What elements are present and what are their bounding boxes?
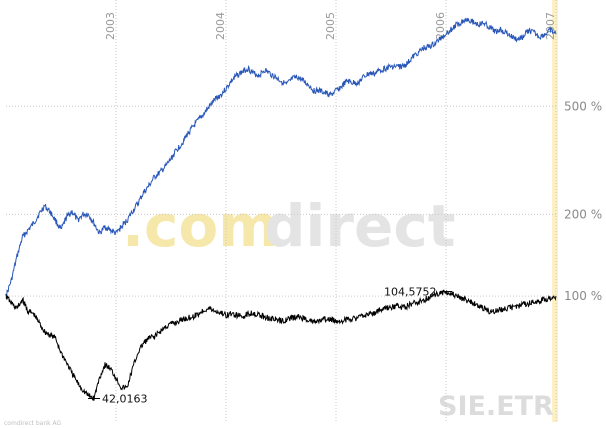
x-tick-label: 2005 [324, 12, 337, 40]
watermark-brand-com: .com [122, 192, 279, 260]
watermark-brand-direct: direct [264, 192, 455, 260]
y-axis-ticks: 100 % 200 % 500 % [564, 99, 602, 303]
x-axis-ticks: 2003 2004 2005 2006 2007 [104, 12, 557, 40]
grid-lines [6, 0, 557, 422]
watermark: .com direct [122, 192, 455, 260]
x-tick-label: 2003 [104, 12, 117, 40]
min-value-label: 42,0163 [102, 392, 148, 405]
series-line-1 [5, 289, 557, 402]
max-value-label: 104,5752 [384, 286, 437, 299]
x-tick-label: 2006 [434, 12, 447, 40]
x-tick-label: 2004 [214, 12, 227, 40]
x-tick-label: 2007 [544, 12, 557, 40]
current-period-band [552, 0, 558, 422]
series-line-0 [5, 17, 557, 299]
y-tick-label: 200 % [564, 207, 602, 221]
y-tick-label: 500 % [564, 99, 602, 113]
footer-credit: comdirect bank AG [4, 420, 62, 427]
ticker-symbol: SIE.ETR [438, 391, 554, 422]
y-tick-label: 100 % [564, 289, 602, 303]
annotations: 42,0163 104,5752 [88, 286, 452, 405]
series-lines [5, 17, 557, 402]
